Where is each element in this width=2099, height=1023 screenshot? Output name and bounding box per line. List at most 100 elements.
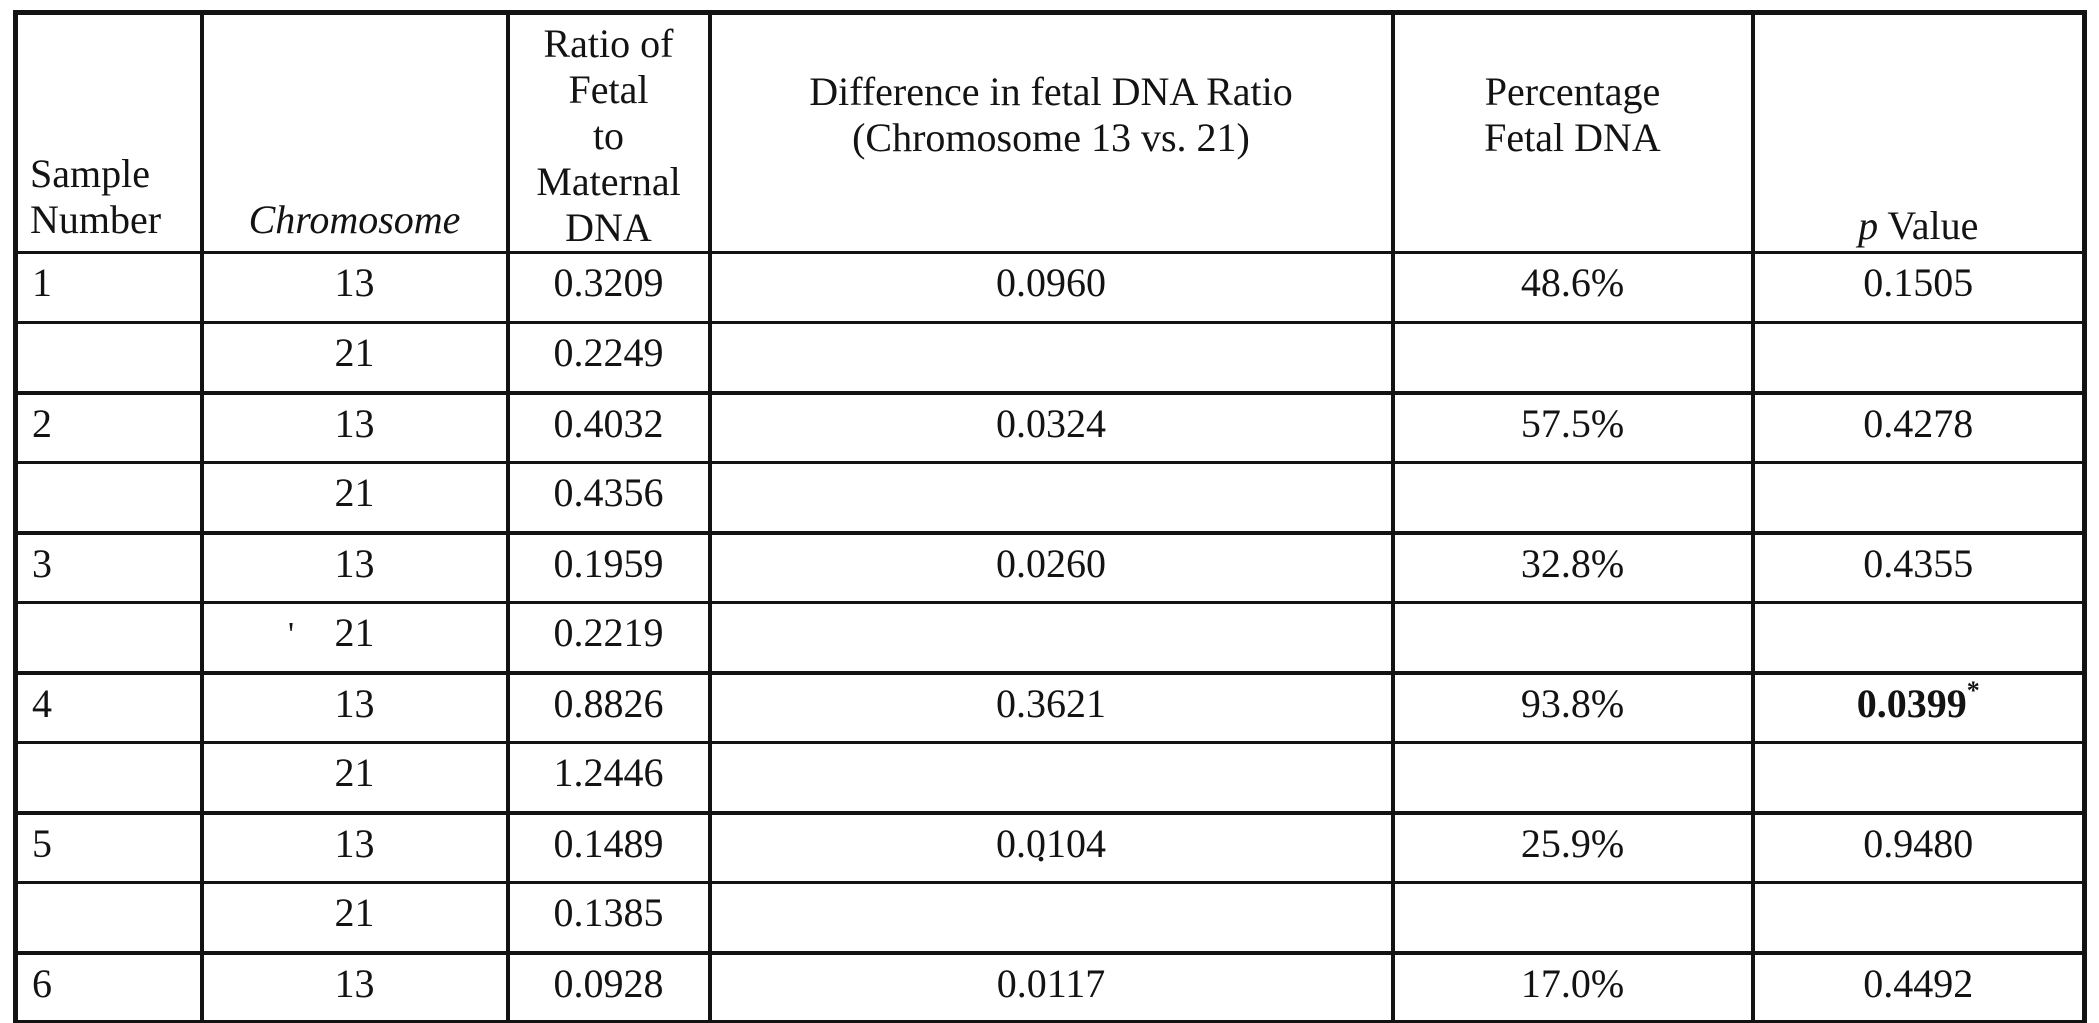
fetal-dna-table: Sample Number Chromosome Ratio of Fetal … <box>13 10 2087 1023</box>
cell-percentage <box>1390 881 1755 954</box>
cell-ratio: 1.2446 <box>505 741 712 814</box>
header-difference-line2: (Chromosome 13 vs. 21) <box>852 115 1250 160</box>
cell-sample-number: 3 <box>13 530 204 604</box>
cell-p-value <box>1750 461 2087 534</box>
cell-p-value: 0.9480 <box>1750 810 2087 884</box>
cell-difference <box>707 881 1395 954</box>
table-row: 21 0.1385 <box>13 881 2087 954</box>
table-row: 3 13 0.1959 0.0260 32.8% 0.4355 <box>13 530 2087 604</box>
cell-chromosome: 13 <box>199 530 510 604</box>
table-body: 1 13 0.3209 0.0960 48.6% 0.1505 21 0.224… <box>13 251 2087 1023</box>
cell-p-value: 0.0399* <box>1750 670 2087 744</box>
cell-difference: 0.3621 <box>707 670 1395 744</box>
cell-chromosome: 13 <box>199 810 510 884</box>
cell-ratio: 0.8826 <box>505 670 712 744</box>
cell-sample-number: 2 <box>13 390 204 464</box>
header-ratio: Ratio of Fetal to Maternal DNA <box>505 11 712 254</box>
cell-difference: 0.0960 <box>707 251 1395 324</box>
header-chromosome: Chromosome <box>199 11 510 254</box>
header-p-value: p Value <box>1750 11 2087 254</box>
cell-difference <box>707 321 1395 394</box>
header-row: Sample Number Chromosome Ratio of Fetal … <box>13 11 2087 254</box>
p-value-text: 0.4492 <box>1863 960 1974 1006</box>
header-percentage-line2: Fetal DNA <box>1484 115 1661 160</box>
cell-percentage <box>1390 321 1755 394</box>
cell-sample-number: 6 <box>13 950 204 1023</box>
cell-ratio: 0.1385 <box>505 881 712 954</box>
table-row: 21 0.2219 <box>13 601 2087 674</box>
table-row: 21 0.4356 <box>13 461 2087 534</box>
header-sample-line1: Sample <box>30 151 150 196</box>
table-row: 21 1.2446 <box>13 741 2087 814</box>
header-ratio-line2: Fetal <box>568 67 649 112</box>
header-chromosome-label: Chromosome <box>248 197 461 242</box>
cell-p-value <box>1750 321 2087 394</box>
cell-difference: 0.0104 <box>707 810 1395 884</box>
cell-difference <box>707 601 1395 674</box>
table-row: 5 13 0.1489 0.0104 25.9% 0.9480 <box>13 810 2087 884</box>
cell-chromosome: 21 <box>199 881 510 954</box>
cell-ratio: 0.4356 <box>505 461 712 534</box>
cell-p-value: 0.4355 <box>1750 530 2087 604</box>
header-percentage: Percentage Fetal DNA <box>1390 11 1755 254</box>
cell-difference <box>707 741 1395 814</box>
cell-chromosome: 21 <box>199 741 510 814</box>
header-sample-number: Sample Number <box>13 11 204 254</box>
header-ratio-line3: to <box>592 113 625 158</box>
cell-percentage: 48.6% <box>1390 251 1755 324</box>
cell-percentage: 32.8% <box>1390 530 1755 604</box>
p-value-text: 0.9480 <box>1863 820 1974 866</box>
cell-difference: 0.0324 <box>707 390 1395 464</box>
cell-percentage <box>1390 741 1755 814</box>
cell-chromosome: 13 <box>199 251 510 324</box>
scan-artifact-dot: . <box>1036 825 1046 870</box>
cell-sample-number <box>13 741 204 814</box>
cell-p-value: 0.4278 <box>1750 390 2087 464</box>
cell-sample-number <box>13 321 204 394</box>
p-value-text: 0.4278 <box>1863 400 1974 446</box>
table-row: 6 13 0.0928 0.0117 17.0% 0.4492 <box>13 950 2087 1023</box>
cell-chromosome: 13 <box>199 390 510 464</box>
cell-difference: 0.0117 <box>707 950 1395 1023</box>
p-value-text: 0.1505 <box>1863 260 1974 305</box>
cell-ratio: 0.2219 <box>505 601 712 674</box>
cell-sample-number <box>13 461 204 534</box>
cell-ratio: 0.1959 <box>505 530 712 604</box>
cell-sample-number: 4 <box>13 670 204 744</box>
cell-p-value: 0.1505 <box>1750 251 2087 324</box>
cell-ratio: 0.0928 <box>505 950 712 1023</box>
table-row: 21 0.2249 <box>13 321 2087 394</box>
header-difference-line1: Difference in fetal DNA Ratio <box>809 69 1293 114</box>
cell-p-value <box>1750 601 2087 674</box>
cell-percentage: 17.0% <box>1390 950 1755 1023</box>
table-row: 2 13 0.4032 0.0324 57.5% 0.4278 <box>13 390 2087 464</box>
cell-chromosome: 13 <box>199 670 510 744</box>
cell-percentage <box>1390 601 1755 674</box>
cell-p-value <box>1750 741 2087 814</box>
cell-percentage <box>1390 461 1755 534</box>
header-difference: Difference in fetal DNA Ratio (Chromosom… <box>707 11 1395 254</box>
p-value-text: 0.4355 <box>1863 540 1974 586</box>
cell-sample-number <box>13 881 204 954</box>
cell-chromosome: 21 <box>199 321 510 394</box>
cell-percentage: 93.8% <box>1390 670 1755 744</box>
cell-sample-number <box>13 601 204 674</box>
cell-chromosome: 21 <box>199 461 510 534</box>
cell-percentage: 25.9% <box>1390 810 1755 884</box>
cell-p-value: 0.4492 <box>1750 950 2087 1023</box>
header-p-italic: p <box>1858 203 1879 248</box>
header-sample-line2: Number <box>30 197 162 242</box>
cell-ratio: 0.3209 <box>505 251 712 324</box>
header-ratio-line5: DNA <box>565 205 652 250</box>
table-row: 1 13 0.3209 0.0960 48.6% 0.1505 <box>13 251 2087 324</box>
scan-artifact-tick: ' <box>288 616 295 653</box>
cell-difference: 0.0260 <box>707 530 1395 604</box>
header-ratio-line1: Ratio of <box>543 21 674 66</box>
cell-chromosome: 13 <box>199 950 510 1023</box>
cell-percentage: 57.5% <box>1390 390 1755 464</box>
cell-ratio: 0.1489 <box>505 810 712 884</box>
cell-p-value <box>1750 881 2087 954</box>
p-value-asterisk: * <box>1966 675 1980 705</box>
cell-sample-number: 5 <box>13 810 204 884</box>
